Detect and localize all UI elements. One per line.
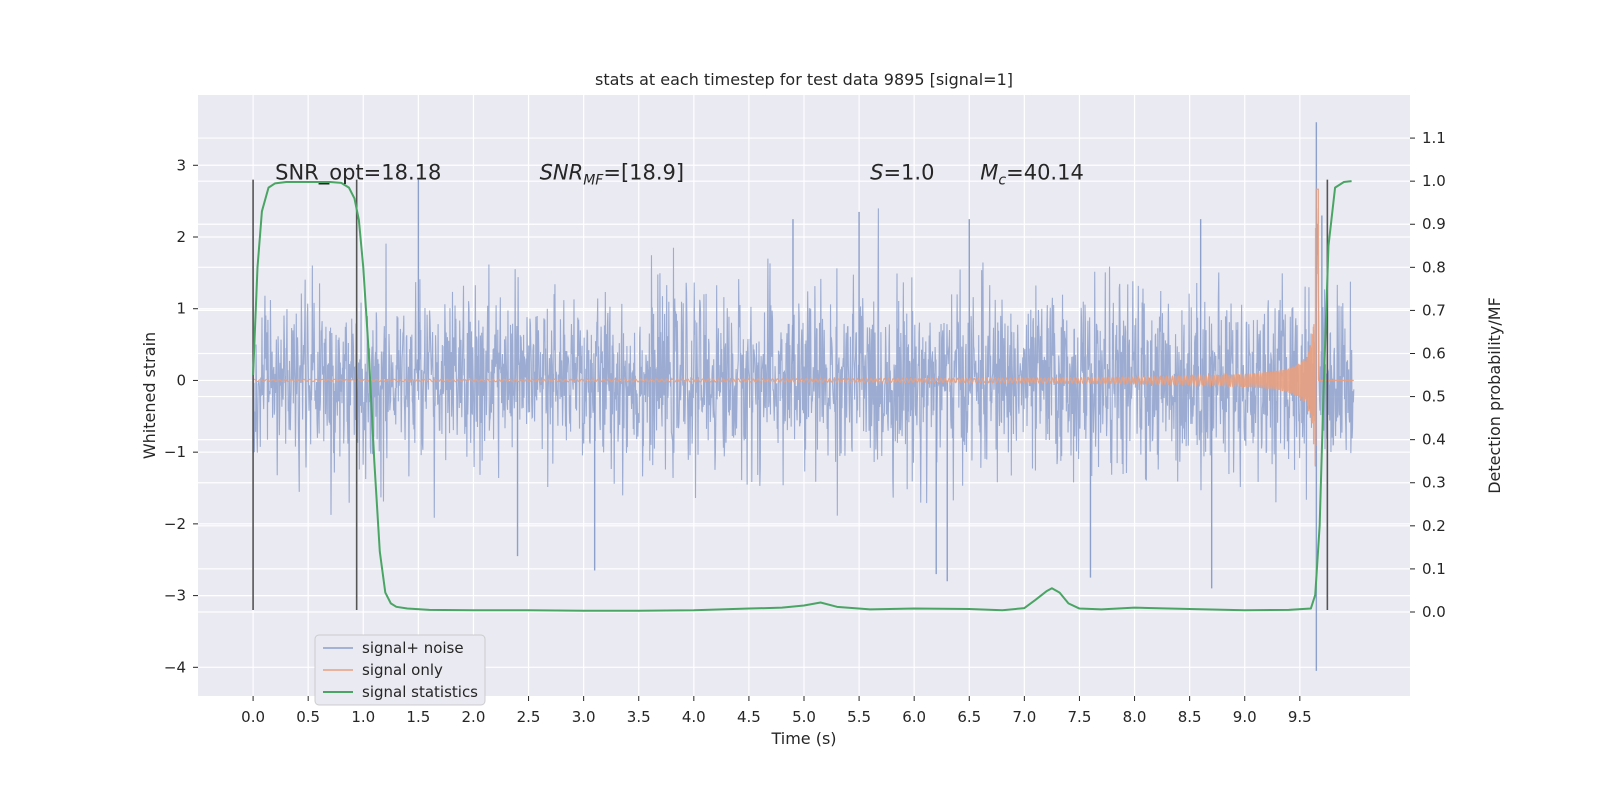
- y2-tick-label-6: 0.5: [1422, 388, 1446, 406]
- plot-marks: [252, 122, 1355, 671]
- x-tick-label-19: 9.5: [1288, 708, 1312, 726]
- x-tick-label-12: 6.0: [902, 708, 926, 726]
- x-tick-label-15: 7.5: [1068, 708, 1092, 726]
- y2-tick-label-1: 1.0: [1422, 172, 1446, 190]
- x-tick-label-1: 0.5: [296, 708, 320, 726]
- x-tick-label-14: 7.0: [1012, 708, 1036, 726]
- y-tick-label-2: 1: [176, 300, 186, 318]
- series-signal-only: [252, 188, 1354, 466]
- x-tick-label-6: 3.0: [572, 708, 596, 726]
- y2-tick-label-8: 0.3: [1422, 474, 1446, 492]
- y2-tick-label-3: 0.8: [1422, 258, 1446, 276]
- y-tick-label-6: −3: [164, 587, 186, 605]
- y2-tick-label-5: 0.6: [1422, 344, 1446, 362]
- x-tick-label-5: 2.5: [517, 708, 541, 726]
- annotations: SNR_opt=18.18 SNRMF=[18.9] S=1.0 Mc=40.1…: [275, 160, 1084, 188]
- x-tick-label-11: 5.5: [847, 708, 871, 726]
- x-tick-label-0: 0.0: [241, 708, 265, 726]
- y-tick-label-1: 2: [176, 228, 186, 246]
- y2-tick-label-2: 0.9: [1422, 215, 1446, 233]
- y-tick-label-3: 0: [176, 371, 186, 389]
- x-tick-label-9: 4.5: [737, 708, 761, 726]
- legend-entry-signal-noise: signal+ noise: [362, 639, 464, 657]
- legend: signal+ noise signal only signal statist…: [314, 634, 486, 706]
- x-tick-label-7: 3.5: [627, 708, 651, 726]
- annotation-snr-mf: SNRMF=[18.9]: [540, 160, 685, 188]
- legend-entry-signal-statistics: signal statistics: [362, 683, 478, 701]
- signal-trace: [252, 188, 1354, 466]
- series-signal-statistics: [252, 180, 1352, 612]
- x-axis-label: Time (s): [770, 729, 836, 748]
- x-tick-label-17: 8.5: [1178, 708, 1202, 726]
- x-tick-label-10: 5.0: [792, 708, 816, 726]
- x-tick-label-13: 6.5: [957, 708, 981, 726]
- y-tick-label-5: −2: [164, 515, 186, 533]
- x-tick-label-2: 1.0: [351, 708, 375, 726]
- annotation-mc: Mc=40.14: [980, 160, 1084, 188]
- x-tick-label-18: 9.0: [1233, 708, 1257, 726]
- y2-tick-label-9: 0.2: [1422, 517, 1446, 535]
- legend-entry-signal-only: signal only: [362, 661, 443, 679]
- y-tick-label-7: −4: [164, 658, 186, 676]
- x-axis-ticks: 0.0 0.5 1.0 1.5 2.0 2.5 3.0 3.5 4.0 4.5 5.0 5.5 6.0 6…: [241, 696, 1312, 726]
- x-tick-label-8: 4.0: [682, 708, 706, 726]
- chart-title: stats at each timestep for test data 989…: [595, 70, 1013, 89]
- annotation-s: S=1.0: [870, 160, 934, 184]
- legend-box: [314, 634, 486, 706]
- statistic-trace: [252, 180, 1352, 612]
- y2-tick-label-4: 0.7: [1422, 301, 1446, 319]
- y2-axis-ticks: 1.1 1.0 0.9 0.8 0.7 0.6 0.5 0.4 0.3 0.2 0.1 0.0: [1410, 129, 1446, 621]
- y-tick-label-4: −1: [164, 443, 186, 461]
- x-tick-label-4: 2.0: [462, 708, 486, 726]
- y-tick-label-0: 3: [176, 156, 186, 174]
- y-axis-ticks: 3 2 1 0 −1 −2 −3 −4: [164, 156, 198, 676]
- y-axis-label: Whitened strain: [140, 332, 159, 459]
- y2-axis-label: Detection probability/MF: [1485, 297, 1504, 494]
- y2-tick-label-0: 1.1: [1422, 129, 1446, 147]
- y2-tick-label-7: 0.4: [1422, 431, 1446, 449]
- y2-tick-label-11: 0.0: [1422, 603, 1446, 621]
- x-tick-label-16: 8.0: [1123, 708, 1147, 726]
- annotation-snr-opt: SNR_opt=18.18: [275, 160, 441, 185]
- x-tick-label-3: 1.5: [406, 708, 430, 726]
- y2-tick-label-10: 0.1: [1422, 560, 1446, 578]
